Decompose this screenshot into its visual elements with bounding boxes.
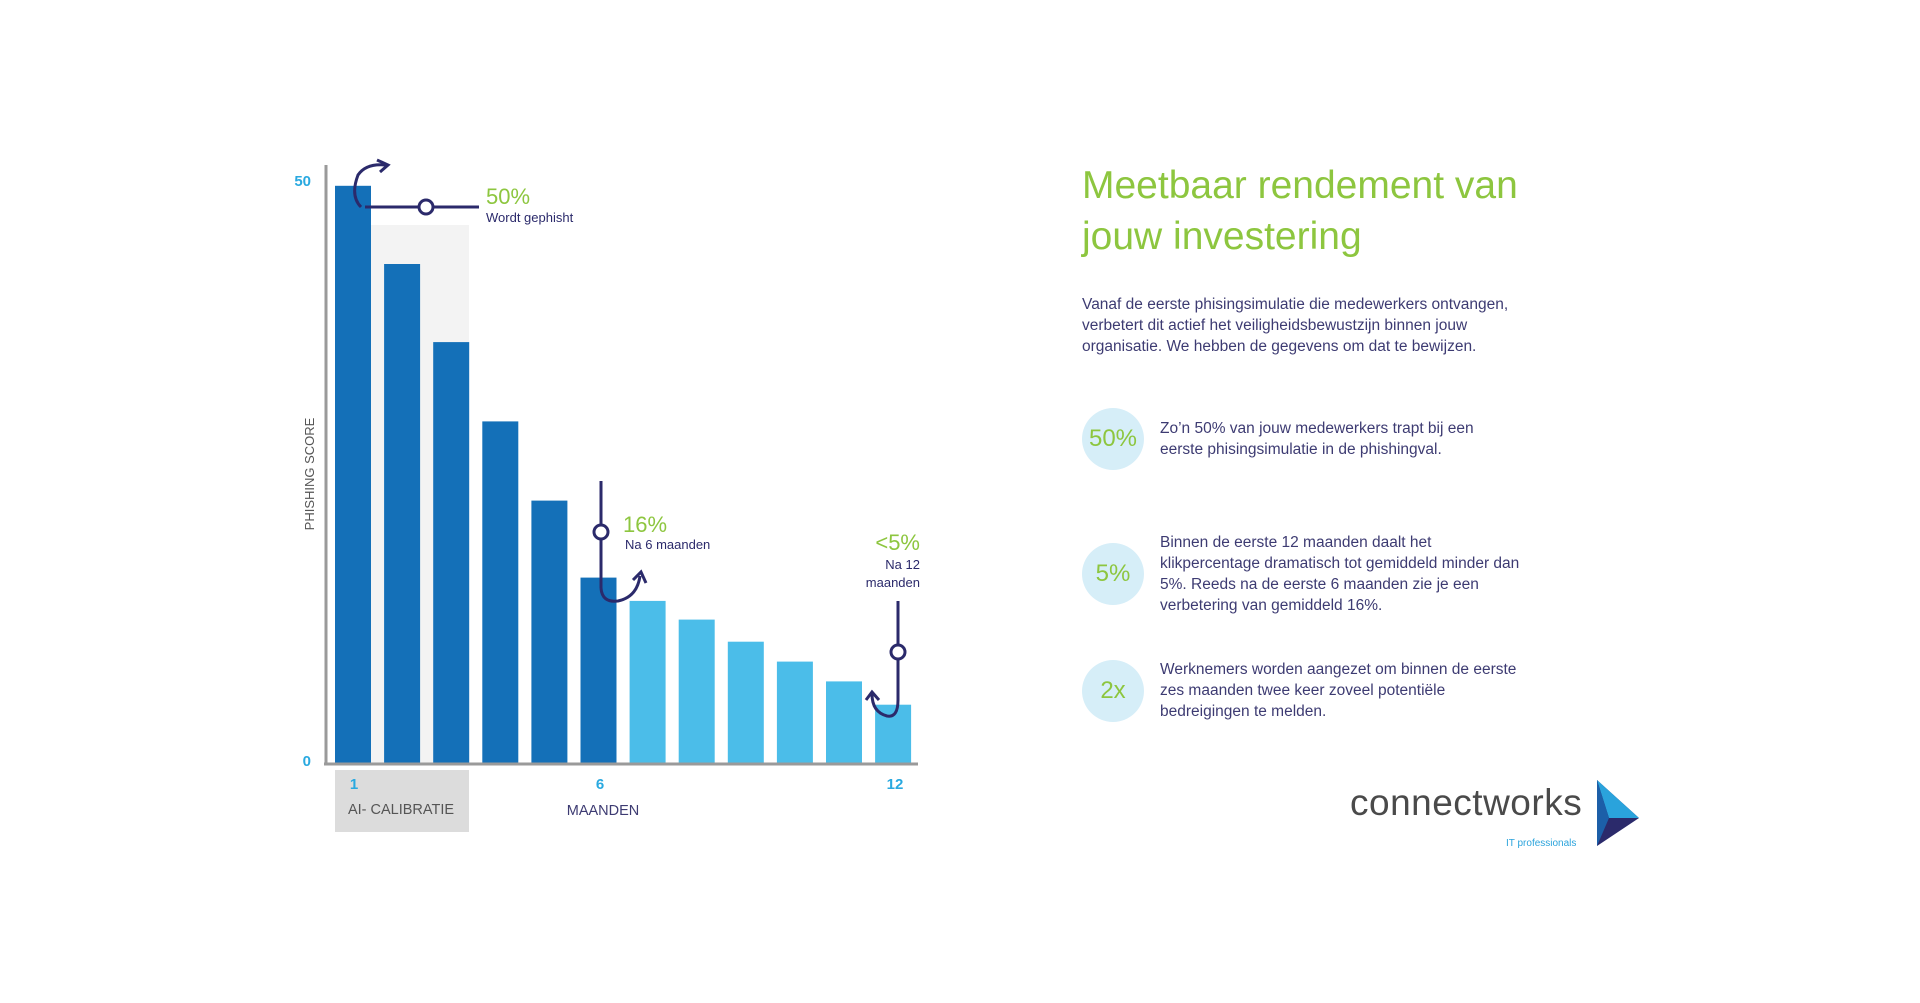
- intro-text: Vanaf de eerste phisingsimulatie die med…: [1082, 296, 1509, 355]
- y-tick-50: 50: [294, 173, 311, 190]
- stat-row-50: 50% Zo’n 50% van jouw medewerkers trapt …: [1082, 408, 1520, 470]
- title-line-1: Meetbaar rendement van: [1082, 164, 1518, 207]
- bar-4: [482, 421, 519, 763]
- x-tick-1: 1: [350, 776, 358, 793]
- stat-row-2x: 2x Werknemers worden aangezet om binnen …: [1082, 659, 1520, 722]
- logo-tagline: IT professionals: [1506, 838, 1577, 849]
- annotation-16-value: 16%: [623, 512, 667, 537]
- ai-calibration-label: AI- CALIBRATIE: [348, 802, 454, 818]
- bar-6: [580, 577, 617, 763]
- annotation-16-text: Na 6 maanden: [625, 537, 710, 552]
- annotation-50: [353, 158, 479, 216]
- bar-2: [384, 264, 421, 763]
- logo-triangle-icon: [1597, 780, 1639, 846]
- page-title: Meetbaar rendement van jouw investering: [1082, 160, 1602, 262]
- bar-1: [335, 185, 371, 764]
- annotation-5: [864, 601, 907, 718]
- bar-3: [433, 342, 470, 763]
- stat-row-5: 5% Binnen de eerste 12 maanden daalt het…: [1082, 532, 1520, 616]
- stat-text: Zo’n 50% van jouw medewerkers trapt bij …: [1160, 420, 1474, 458]
- annotation-50-value: 50%: [486, 184, 530, 209]
- x-axis-label: MAANDEN: [567, 803, 640, 819]
- x-tick-12: 12: [887, 776, 904, 793]
- stat-badge: 50%: [1082, 408, 1144, 470]
- x-tick-6: 6: [596, 776, 604, 793]
- stat-text: Binnen de eerste 12 maanden daalt het kl…: [1160, 534, 1520, 614]
- bar-9: [727, 641, 764, 763]
- ai-calibration-band: [335, 770, 469, 832]
- annotation-16: [592, 481, 648, 603]
- bar-8: [678, 619, 715, 763]
- bar-5: [531, 500, 568, 763]
- connectworks-logo: connectworks IT professionals: [1350, 780, 1650, 855]
- info-panel: Meetbaar rendement van jouw investering …: [1082, 160, 1602, 722]
- title-line-2: jouw investering: [1082, 215, 1362, 258]
- phishing-score-chart: 50 0 PHISHING SCORE 1 6 12 AI- CALIBRATI…: [294, 158, 920, 832]
- annotation-5-text-line2: maanden: [866, 575, 920, 590]
- stat-badge: 5%: [1082, 543, 1144, 605]
- annotation-5-text-line1: Na 12: [885, 557, 920, 572]
- annotation-50-text: Wordt gephisht: [486, 210, 574, 225]
- stat-text: Werknemers worden aangezet om binnen de …: [1160, 661, 1517, 720]
- bar-10: [776, 661, 813, 763]
- stat-badge: 2x: [1082, 659, 1144, 722]
- bar-7: [629, 600, 666, 763]
- y-axis-label: PHISHING SCORE: [302, 417, 317, 530]
- bar-11: [826, 681, 862, 763]
- annotation-5-value: <5%: [875, 530, 920, 555]
- bars: [335, 185, 912, 764]
- y-tick-0: 0: [303, 753, 311, 770]
- logo-wordmark: connectworks: [1350, 782, 1583, 823]
